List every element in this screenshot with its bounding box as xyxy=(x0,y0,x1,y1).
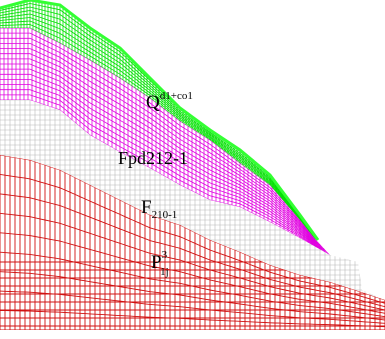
label-bedrock: P3 1j xyxy=(151,249,169,278)
label-fault: F210-1 xyxy=(141,197,177,221)
label-quaternary: Qd1+co1 xyxy=(146,90,193,113)
label-fpd: Fpd212-1 xyxy=(118,148,188,168)
